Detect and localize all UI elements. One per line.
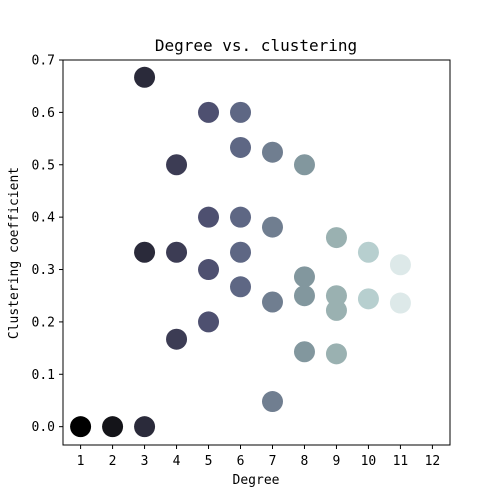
data-point: [198, 101, 220, 123]
x-tick-label: 4: [173, 454, 181, 469]
data-point: [70, 416, 92, 438]
y-tick-label: 0.1: [32, 368, 55, 383]
y-axis-label: Clustering coefficient: [7, 167, 22, 339]
y-tick-label: 0.2: [32, 315, 55, 330]
plot-frame: [62, 59, 451, 446]
x-tick-label: 3: [141, 454, 149, 469]
data-point: [230, 276, 252, 298]
data-point: [198, 311, 220, 333]
data-point: [389, 292, 411, 314]
x-tick-label: 7: [269, 454, 277, 469]
y-axis: 0.0 0.1 0.2 0.3 0.4 0.5 0.6 0.7: [32, 54, 63, 435]
data-point: [166, 241, 188, 263]
data-point: [293, 341, 315, 363]
data-point: [134, 66, 156, 88]
x-tick-label: 6: [237, 454, 245, 469]
data-point: [261, 391, 283, 413]
data-point: [134, 416, 156, 438]
x-tick-label: 2: [109, 454, 117, 469]
data-point: [325, 285, 347, 307]
chart-title: Degree vs. clustering: [155, 36, 357, 55]
y-tick-label: 0.4: [32, 211, 56, 226]
x-tick-label: 9: [333, 454, 341, 469]
y-tick-label: 0.0: [32, 420, 55, 435]
data-point: [166, 328, 188, 350]
data-points: [70, 66, 411, 438]
data-point: [230, 136, 252, 158]
data-point: [230, 101, 252, 123]
x-axis-label: Degree: [233, 473, 280, 488]
data-point: [293, 285, 315, 307]
data-point: [198, 206, 220, 228]
data-point: [325, 299, 347, 321]
data-point: [261, 291, 283, 313]
data-point: [389, 254, 411, 276]
x-tick-label: 8: [301, 454, 309, 469]
x-tick-label: 12: [425, 454, 441, 469]
data-point: [166, 154, 188, 176]
data-point: [261, 216, 283, 238]
y-tick-label: 0.7: [32, 54, 55, 69]
x-tick-label: 5: [205, 454, 213, 469]
y-tick-label: 0.6: [32, 106, 55, 121]
data-point: [325, 227, 347, 249]
data-point: [325, 343, 347, 365]
data-point: [357, 288, 379, 310]
data-point: [293, 266, 315, 288]
data-point: [357, 241, 379, 263]
x-axis: 1 2 3 4 5 6 7 8 9 10 11 12: [77, 445, 441, 469]
data-point: [134, 241, 156, 263]
data-point: [261, 141, 283, 163]
y-tick-label: 0.3: [32, 263, 55, 278]
data-point: [230, 241, 252, 263]
data-point: [293, 154, 315, 176]
x-tick-label: 10: [361, 454, 377, 469]
data-point: [230, 206, 252, 228]
x-tick-label: 1: [77, 454, 85, 469]
data-point: [198, 259, 220, 281]
data-point: [102, 416, 124, 438]
y-tick-label: 0.5: [32, 158, 55, 173]
x-tick-label: 11: [393, 454, 409, 469]
